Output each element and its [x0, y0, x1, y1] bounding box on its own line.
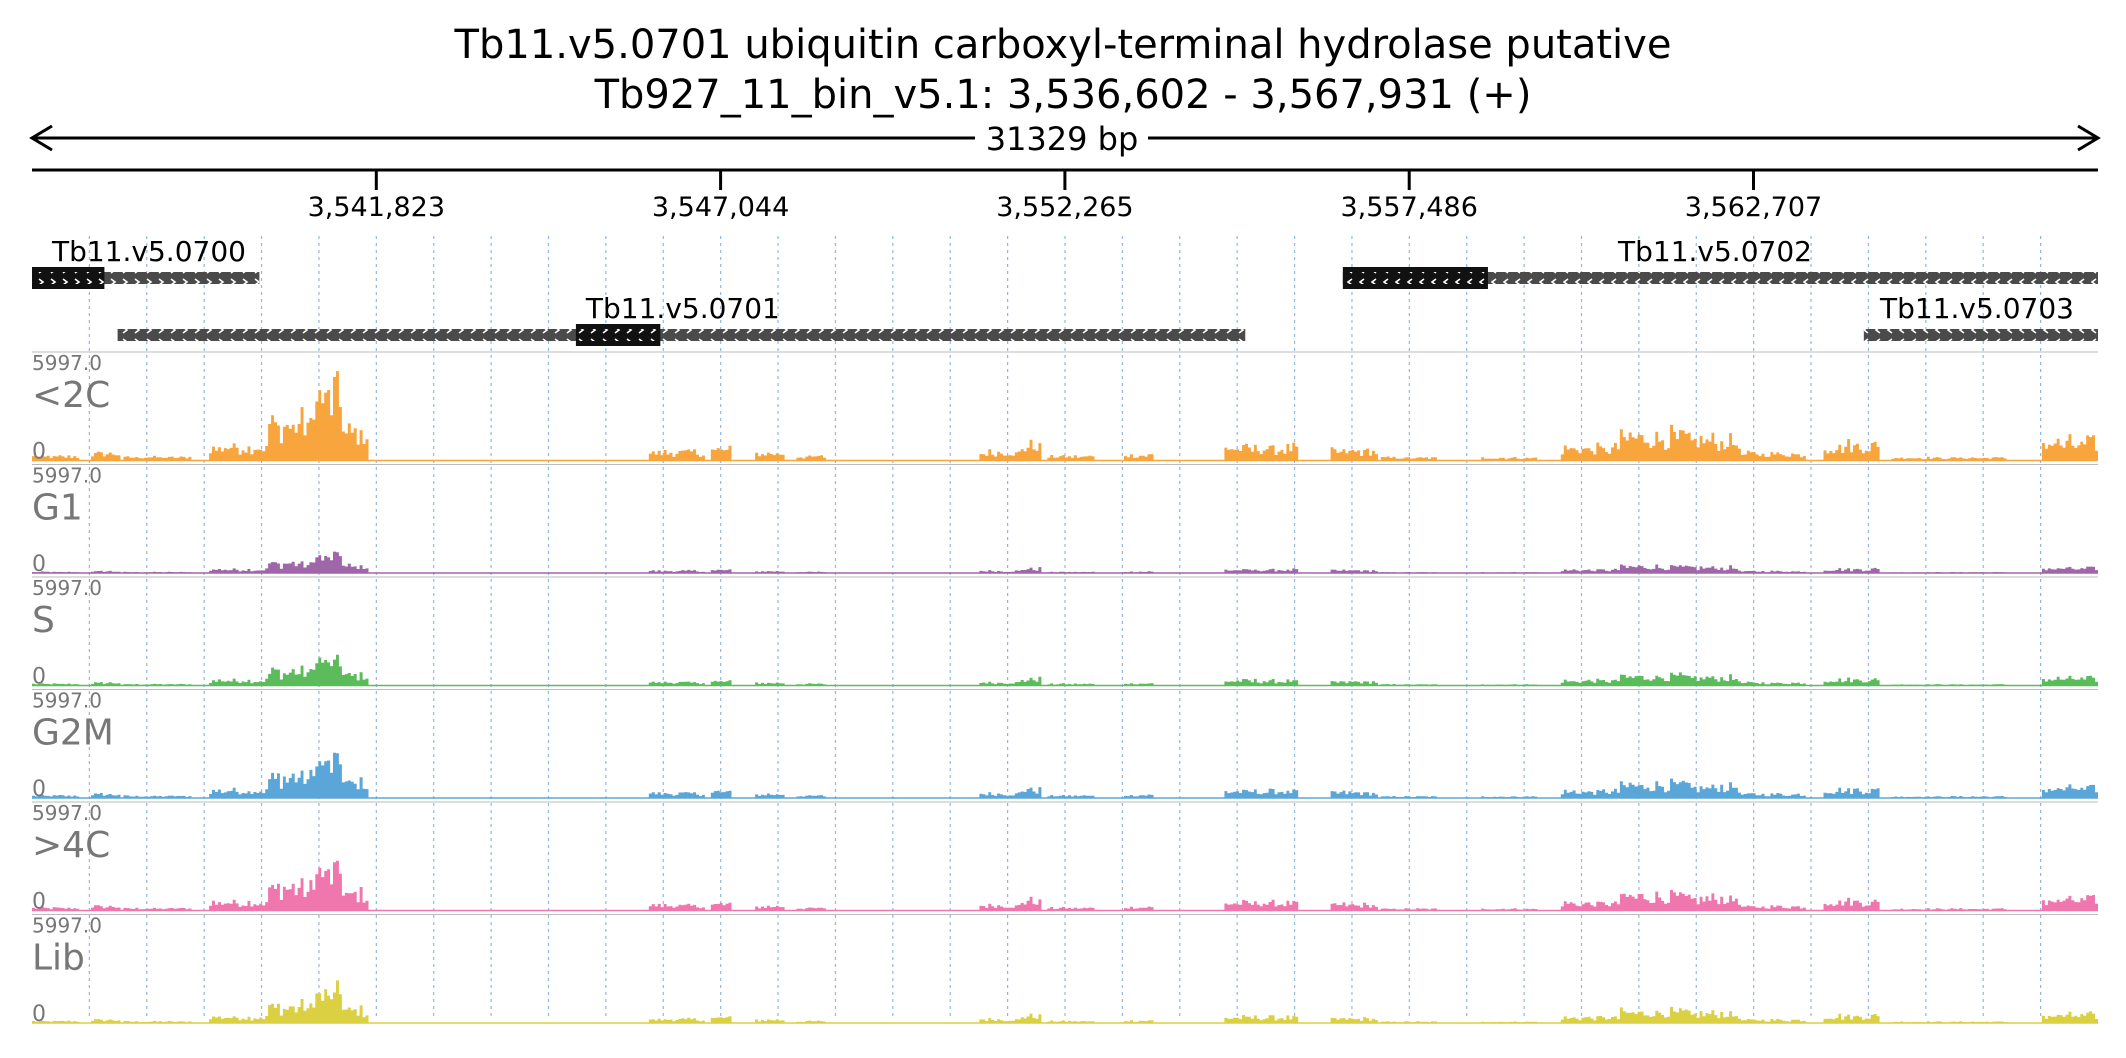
coverage-area	[32, 654, 2098, 686]
track-name-label: <2C	[32, 375, 110, 416]
gene-label: Tb11.v5.0700	[51, 235, 246, 268]
coverage-track: 5997.0G1 0	[32, 464, 2098, 577]
grid-lines	[88, 236, 2042, 1020]
gene-feature[interactable]: Tb11.v5.0702	[1342, 235, 2098, 289]
coverage-track: 5997.0<2C 0	[32, 351, 2098, 465]
track-name-label: S	[32, 600, 55, 641]
strand-minus-arrows-icon	[1863, 329, 2098, 341]
figure-title: Tb11.v5.0701 ubiquitin carboxyl-terminal…	[0, 20, 2126, 120]
coverage-track: 5997.0S 0	[32, 576, 2098, 690]
gene-label: Tb11.v5.0702	[1617, 235, 1812, 268]
cds-strand-arrows-icon	[1342, 272, 1488, 284]
track-max-label: 5997.0	[32, 914, 102, 938]
gene-label: Tb11.v5.0703	[1879, 292, 2074, 325]
strand-minus-arrows-icon	[1342, 272, 2098, 284]
coverage-area	[32, 752, 2098, 798]
coverage-track: 5997.0>4C 0	[32, 801, 2098, 915]
coverage-area	[32, 860, 2098, 911]
ruler-tick-label: 3,552,265	[996, 192, 1133, 223]
region-span-arrow: 31329 bp	[29, 120, 2101, 158]
span-arrowhead-left	[29, 124, 53, 152]
ruler-tick-label: 3,562,707	[1685, 192, 1822, 223]
track-min-label: 0	[32, 777, 46, 802]
track-max-label: 5997.0	[32, 351, 102, 375]
title-line-2: Tb927_11_bin_v5.1: 3,536,602 - 3,567,931…	[594, 72, 1532, 118]
title-line-1: Tb11.v5.0701 ubiquitin carboxyl-terminal…	[454, 22, 1672, 68]
coverage-area	[32, 371, 2098, 461]
track-name-label: G2M	[32, 713, 114, 754]
track-name-label: Lib	[32, 938, 85, 979]
gene-feature[interactable]: Tb11.v5.0700	[32, 235, 260, 289]
gene-feature[interactable]: Tb11.v5.0703	[1863, 292, 2098, 341]
coverage-area	[32, 980, 2098, 1023]
strand-plus-arrows-icon	[117, 329, 1246, 341]
cds-strand-arrows-icon	[575, 329, 661, 341]
span-arrowhead-right	[2077, 124, 2101, 152]
track-min-label: 0	[32, 1002, 46, 1027]
track-min-label: 0	[32, 665, 46, 690]
cds-strand-arrows-icon	[32, 272, 105, 284]
ruler-tick-label: 3,547,044	[652, 192, 789, 223]
track-name-label: G1	[32, 488, 83, 529]
track-name-label: >4C	[32, 825, 110, 866]
track-min-label: 0	[32, 440, 46, 465]
gene-annotation-track: Tb11.v5.0700 Tb11.v5.0701 Tb11.v5.0702 Tb11…	[32, 235, 2098, 346]
track-max-label: 5997.0	[32, 576, 102, 600]
coordinate-ruler: 3,541,823 3,547,044 3,552,265 3,557,486 3,56…	[32, 168, 2098, 223]
track-min-label: 0	[32, 890, 46, 915]
coverage-tracks: 5997.0<2C05997.0G105997.0S05997.0G2M0599…	[32, 351, 2098, 1027]
gene-feature[interactable]: Tb11.v5.0701	[117, 292, 1246, 346]
coverage-area	[32, 551, 2098, 573]
span-length-label: 31329 bp	[986, 120, 1139, 158]
track-max-label: 5997.0	[32, 801, 102, 825]
gene-label: Tb11.v5.0701	[585, 292, 780, 325]
ruler-tick-label: 3,541,823	[308, 192, 445, 223]
track-max-label: 5997.0	[32, 464, 102, 488]
track-min-label: 0	[32, 552, 46, 577]
ruler-tick-label: 3,557,486	[1340, 192, 1477, 223]
track-max-label: 5997.0	[32, 689, 102, 713]
